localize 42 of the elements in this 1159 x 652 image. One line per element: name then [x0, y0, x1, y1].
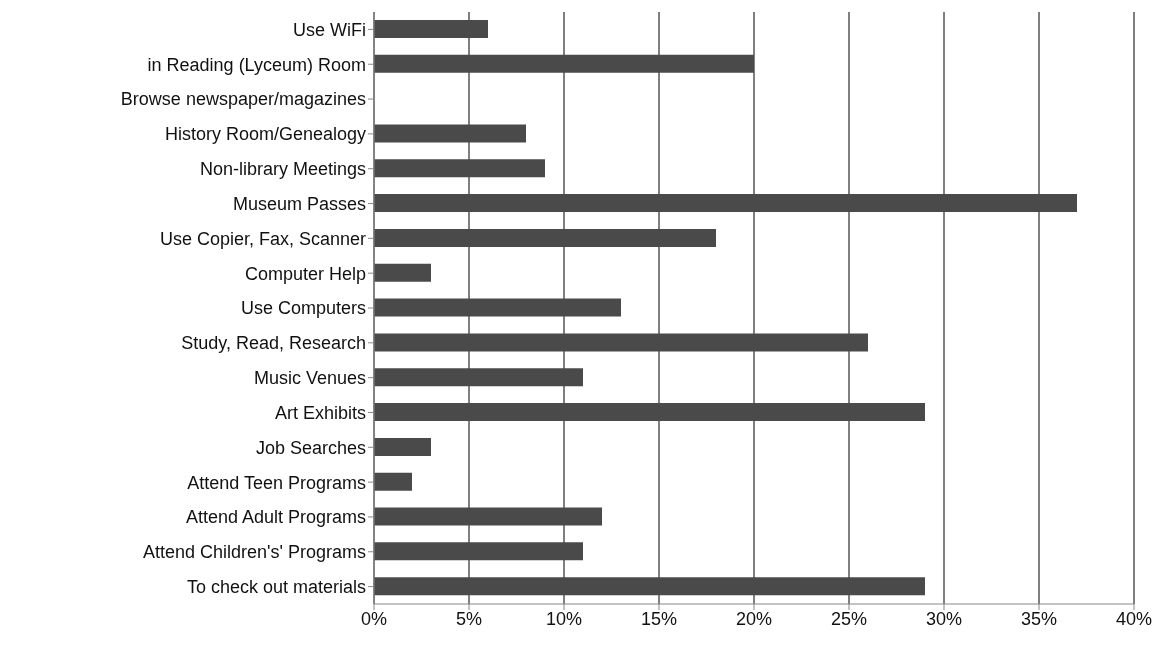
x-tick-label: 40%	[1115, 608, 1153, 629]
x-tick-label: 25%	[830, 608, 868, 629]
bar	[374, 333, 868, 352]
y-tick-label: Attend Adult Programs	[185, 507, 366, 528]
y-tick-label: Study, Read, Research	[181, 333, 366, 354]
y-tick-label: History Room/Genealogy	[164, 124, 366, 145]
x-tick-label: 15%	[640, 608, 678, 629]
y-tick-label: Attend Children's' Programs	[143, 542, 366, 563]
y-tick-label: Use Computers	[240, 298, 366, 319]
y-tick-label: Job Searches	[255, 437, 366, 458]
bar	[374, 542, 583, 561]
bar	[374, 403, 925, 422]
bar	[374, 194, 1077, 213]
y-tick-label: in Reading (Lyceum) Room	[147, 54, 366, 75]
x-tick-label: 0%	[360, 608, 388, 629]
x-tick-label: 30%	[925, 608, 963, 629]
bar	[374, 54, 754, 73]
bar	[374, 298, 621, 317]
y-tick-label: Museum Passes	[232, 193, 366, 214]
bar	[374, 124, 526, 143]
y-tick-label: Non-library Meetings	[199, 159, 366, 180]
bar	[374, 263, 431, 282]
x-tick-label: 20%	[735, 608, 773, 629]
bar	[374, 159, 545, 178]
y-tick-label: To check out materials	[186, 576, 366, 597]
bar	[374, 437, 431, 456]
y-tick-label: Computer Help	[244, 263, 366, 284]
bar	[374, 228, 716, 247]
bar	[374, 577, 925, 596]
bar	[374, 507, 602, 526]
x-tick-label: 10%	[545, 608, 583, 629]
x-tick-label: 5%	[455, 608, 483, 629]
bar	[374, 20, 488, 38]
y-tick-label: Attend Teen Programs	[187, 472, 366, 493]
y-tick-label: Use WiFi	[293, 19, 366, 40]
bar	[374, 368, 583, 387]
y-tick-label: Art Exhibits	[274, 402, 366, 423]
y-tick-label: Use Copier, Fax, Scanner	[159, 228, 366, 249]
y-tick-label: Music Venues	[253, 368, 366, 389]
bar	[374, 472, 412, 491]
y-tick-label: Browse newspaper/magazines	[120, 89, 366, 110]
x-tick-label: 35%	[1020, 608, 1058, 629]
